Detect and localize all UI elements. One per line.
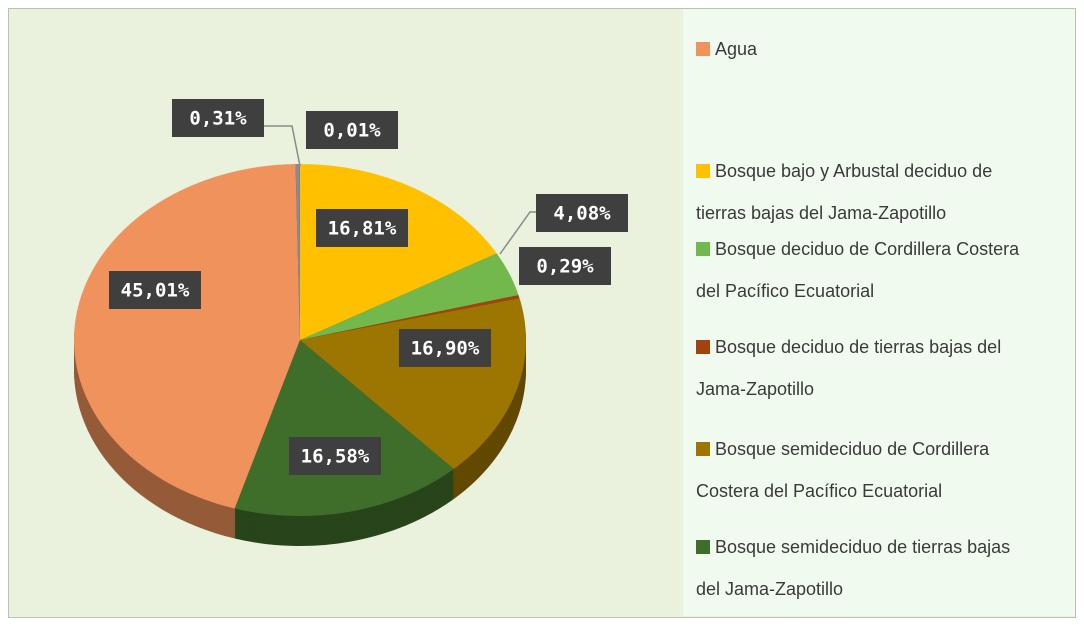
pie-slice [300,253,519,340]
leader-line [262,125,301,167]
data-label-box [109,271,201,309]
legend-label: Agua [715,39,758,59]
pie-slice [300,295,520,340]
legend-label: Bosque semideciduo de Cordillera Costera… [696,439,990,501]
legend-label: Bosque deciduo de tierras bajas del Jama… [696,337,1002,399]
data-label-box [289,437,381,475]
data-label: 16,90% [411,338,480,360]
legend-label: Bosque deciduo de Cordillera Costera del… [696,239,1020,301]
legend-entry: Bosque semideciduo de tierras bajas del … [696,526,1026,610]
legend-swatch [696,442,710,456]
chart: 45,01% 0,31% 0,01% 16,81% 4,08% 0,29% 16,90% 16… [73,99,628,547]
data-label-box [536,194,628,232]
data-label-box [399,329,491,367]
legend [683,9,1075,616]
legend-swatch [696,42,710,56]
data-label: 45,01% [121,280,190,302]
legend-swatch [696,164,710,178]
data-label: 4,08% [553,203,611,225]
data-label-box [316,209,408,247]
legend-entry: Bosque deciduo de tierras bajas del Jama… [696,326,1026,410]
data-label-box [306,111,398,149]
legend-label: Bosque semideciduo de tierras bajas del … [696,537,1011,599]
data-label-box [519,247,611,285]
legend-entry: Bosque deciduo de Cordillera Costera del… [696,228,1026,312]
legend-label: Bosque bajo y Arbustal deciduo de tierra… [696,161,993,223]
pie-slice [300,164,497,340]
legend-entry: Agua [696,28,1026,70]
pie-slice [73,164,300,509]
data-label: 16,81% [328,218,397,240]
data-label: 0,29% [536,256,594,278]
data-label: 16,58% [301,446,370,468]
legend-entry: Bosque semideciduo de Cordillera Costera… [696,428,1026,512]
pie-slice [295,164,300,340]
data-label: 0,31% [189,108,247,130]
legend-swatch [696,340,710,354]
data-label: 0,01% [323,120,381,142]
legend-entry: Bosque bajo y Arbustal deciduo de tierra… [696,150,1026,234]
data-label-box [172,99,264,137]
legend-swatch [696,242,710,256]
legend-swatch [696,540,710,554]
